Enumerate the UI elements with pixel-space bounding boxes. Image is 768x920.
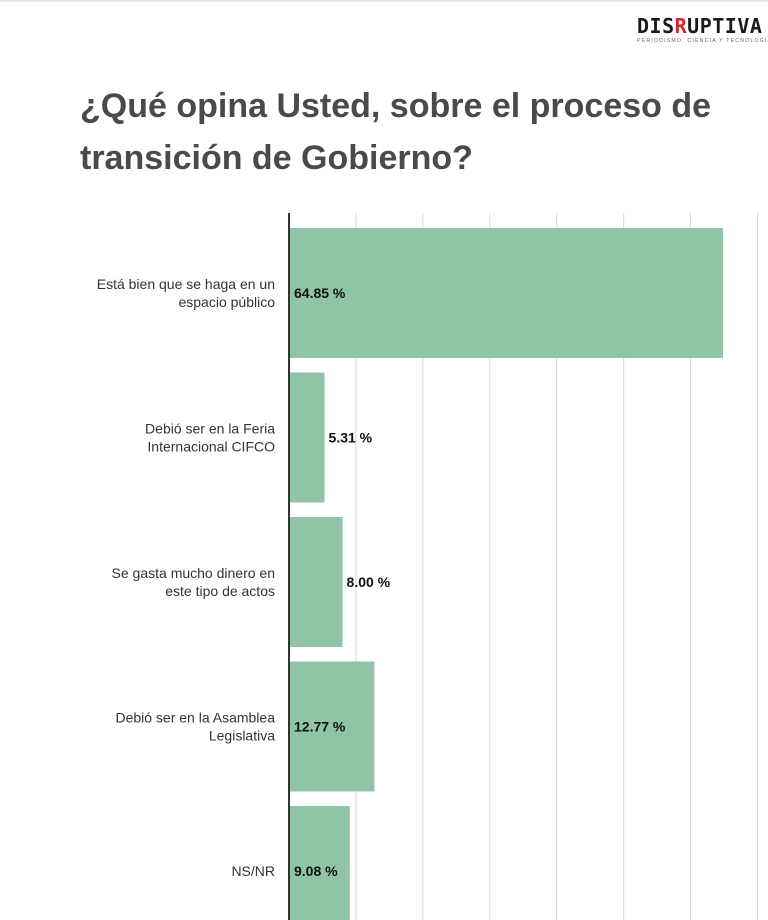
category-label-2: Debió ser en la Feria	[145, 421, 275, 437]
category-label-1: espacio público	[178, 294, 275, 310]
data-label-1: 64.85 %	[294, 285, 346, 301]
logo-accent-letter: R	[674, 14, 688, 38]
logo-tagline: Periodismo, ciencia y tecnología	[637, 38, 768, 44]
data-label-5: 9.08 %	[294, 863, 338, 879]
chart-title: ¿Qué opina Usted, sobre el proceso de tr…	[80, 87, 712, 177]
logo-wordmark: DISRUPTIVA	[637, 14, 763, 38]
category-label-3: este tipo de actos	[165, 583, 275, 599]
bar-1	[289, 228, 723, 358]
bar-4	[289, 661, 375, 792]
data-label-2: 5.31 %	[329, 430, 373, 446]
brand-logo: DISRUPTIVA Periodismo, ciencia y tecnolo…	[637, 14, 768, 44]
category-label-5: NS/NR	[231, 863, 275, 879]
bar-3	[289, 517, 343, 647]
category-label-2: Internacional CIFCO	[147, 439, 275, 455]
bar-2	[289, 372, 325, 503]
bar-5	[289, 806, 350, 920]
category-label-1: Está bien que se haga en un	[97, 276, 275, 292]
category-label-4: Debió ser en la Asamblea	[115, 710, 275, 726]
category-label-4: Legislativa	[209, 728, 275, 744]
data-label-4: 12.77 %	[294, 719, 346, 735]
data-label-3: 8.00 %	[347, 574, 391, 590]
category-label-3: Se gasta mucho dinero en	[112, 565, 275, 581]
top-border	[0, 0, 768, 2]
